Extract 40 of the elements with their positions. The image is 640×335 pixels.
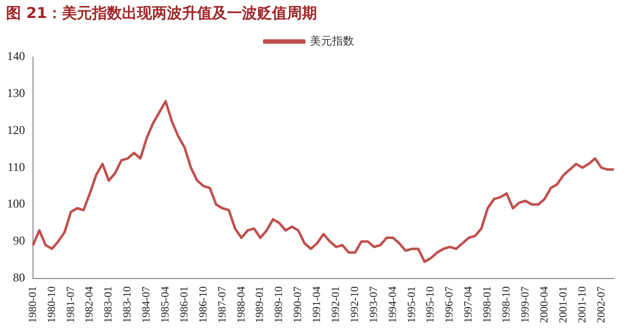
x-tick-label: 1989-01 <box>254 286 266 324</box>
x-tick-label: 1992-01 <box>330 286 342 324</box>
x-tick-label: 1986-01 <box>178 286 190 324</box>
y-tick-label: 100 <box>7 196 25 211</box>
y-tick-label: 120 <box>7 122 25 137</box>
legend-label: 美元指数 <box>310 34 354 48</box>
x-tick-label: 1998-01 <box>482 286 494 324</box>
y-tick-label: 110 <box>7 160 25 174</box>
x-tick-label: 1990-07 <box>292 286 304 324</box>
y-tick-label: 130 <box>7 86 25 100</box>
x-tick-label: 1995-10 <box>424 286 437 324</box>
y-tick-label: 140 <box>7 49 25 64</box>
x-tick-label: 1995-01 <box>406 286 418 324</box>
x-tick-label: 1980-10 <box>46 286 58 324</box>
chart-title: 图 21：美元指数出现两波升值及一波贬值周期 <box>6 4 318 23</box>
x-tick-label: 1992-10 <box>348 286 361 324</box>
x-tick-label: 1998-10 <box>500 286 513 324</box>
x-tick-label: 1993-07 <box>368 286 380 324</box>
x-tick-label: 1987-07 <box>216 286 228 324</box>
x-tick-label: 1999-07 <box>519 286 532 324</box>
y-tick-label: 80 <box>13 270 25 284</box>
x-tick-label: 1989-10 <box>273 286 286 324</box>
x-tick-label: 1986-10 <box>197 286 210 324</box>
x-tick-label: 1996-07 <box>444 286 456 324</box>
x-tick-label: 2001-01 <box>557 286 570 324</box>
x-tick-label: 2001-10 <box>576 286 588 324</box>
x-tick-label: 1983-10 <box>122 286 134 324</box>
x-tick-label: 1984-07 <box>140 286 153 324</box>
x-tick-label: 1988-04 <box>235 286 248 324</box>
x-tick-label: 1982-04 <box>84 286 96 324</box>
x-tick-label: 1985-04 <box>160 286 172 324</box>
x-tick-label: 1983-01 <box>102 286 115 324</box>
x-tick-label: 2000-04 <box>538 286 550 324</box>
x-tick-label: 1994-04 <box>386 286 399 324</box>
x-tick-label: 1997-04 <box>462 286 475 324</box>
y-tick-label: 90 <box>13 234 25 248</box>
x-tick-label: 2002-07 <box>595 286 608 324</box>
x-tick-label: 1991-04 <box>311 286 324 324</box>
x-tick-label: 1981-07 <box>64 286 77 324</box>
x-tick-label: 1980-01 <box>26 286 39 324</box>
